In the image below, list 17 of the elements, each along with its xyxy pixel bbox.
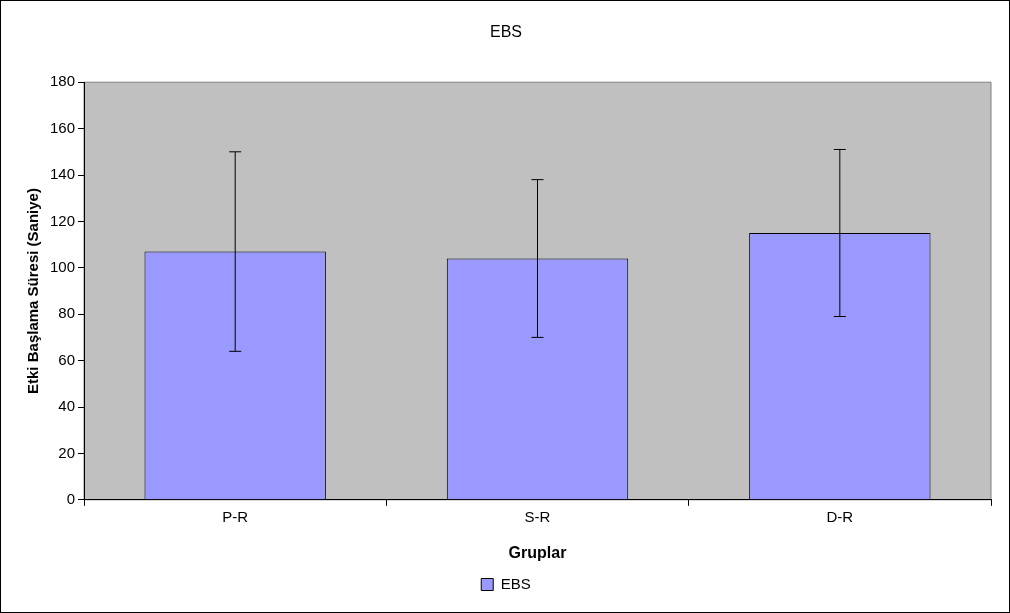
x-tick-label: P-R [222, 507, 249, 525]
y-axis-title: Etki Başlama Süresi (Saniye) [24, 188, 42, 394]
legend-label: EBS [500, 574, 531, 592]
y-tick-label: 180 [50, 72, 76, 90]
y-tick-label: 120 [50, 211, 76, 229]
y-tick-label: 20 [58, 443, 76, 461]
y-tick-label: 160 [50, 118, 76, 136]
y-tick-label: 140 [50, 165, 76, 183]
y-tick-label: 60 [58, 350, 76, 368]
x-axis-title: Gruplar [508, 543, 567, 561]
y-tick-label: 80 [58, 304, 76, 322]
y-tick-label: 0 [66, 489, 76, 507]
x-tick-label: D-R [826, 507, 854, 525]
y-tick-label: 40 [58, 397, 76, 415]
x-tick-label: S-R [524, 507, 551, 525]
y-tick-label: 100 [50, 257, 76, 275]
chart-title: EBS [489, 23, 523, 41]
